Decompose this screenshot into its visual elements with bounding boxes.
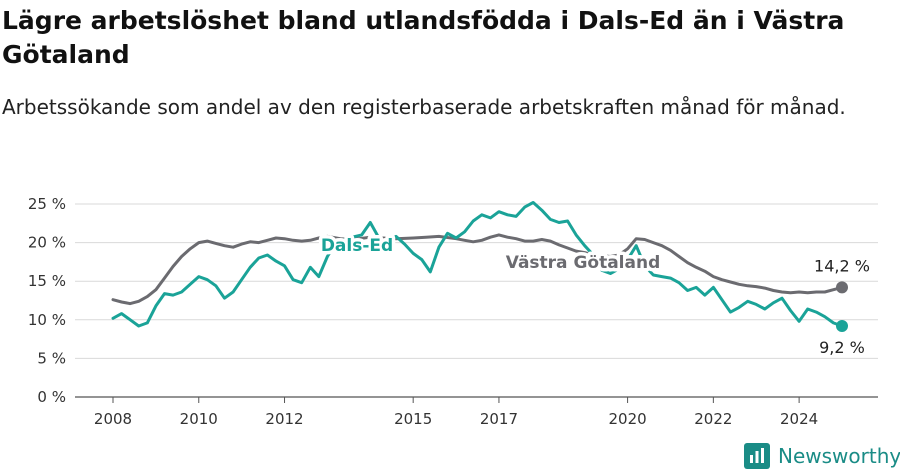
x-tick-label: 2008 — [94, 410, 132, 428]
x-tick-label: 2015 — [394, 410, 432, 428]
series-line-v-stra-g-taland — [111, 233, 844, 306]
series-label-v-stra-g-taland: Västra Götaland — [506, 253, 661, 273]
y-tick-label: 25 % — [28, 195, 66, 213]
x-tick-label: 2012 — [265, 410, 303, 428]
brand-logo: Newsworthy — [744, 441, 900, 471]
series-label-dals-ed: Dals-Ed — [321, 236, 393, 256]
end-point-dals-ed — [836, 319, 848, 332]
newsworthy-logo-icon — [744, 443, 770, 469]
y-tick-label: 20 % — [28, 234, 66, 252]
series-label-halo: Dals-Ed — [321, 236, 393, 256]
gridlines — [75, 203, 878, 398]
y-tick-label: 0 % — [37, 388, 66, 406]
end-value-label-dals-ed: 9,2 % — [819, 338, 865, 357]
y-tick-label: 10 % — [28, 311, 66, 329]
x-tick-label: 2022 — [694, 410, 732, 428]
end-value-label-v-stra-g-taland: 14,2 % — [814, 256, 870, 275]
chart-title: Lägre arbetslöshet bland utlandsfödda i … — [2, 6, 845, 69]
series-line-dals-ed — [111, 201, 844, 328]
end-point-v-stra-g-taland — [836, 281, 848, 294]
y-tick-label: 15 % — [28, 272, 66, 290]
y-axis: 0 % 5 % 10 % 15 % 20 % 25 % — [28, 195, 66, 406]
x-tick-label: 2020 — [608, 410, 646, 428]
x-tick-label: 2024 — [780, 410, 818, 428]
y-tick-label: 5 % — [37, 349, 66, 367]
brand-name: Newsworthy — [778, 444, 900, 468]
x-tick-label: 2010 — [180, 410, 218, 428]
x-tick-label: 2017 — [480, 410, 518, 428]
chart-subtitle: Arbetssökande som andel av den registerb… — [2, 95, 846, 119]
series-label-halo: Västra Götaland — [506, 253, 661, 273]
series-lines — [111, 201, 848, 332]
x-axis: 2008 2010 2012 2015 2017 2020 2022 2024 — [94, 397, 818, 428]
